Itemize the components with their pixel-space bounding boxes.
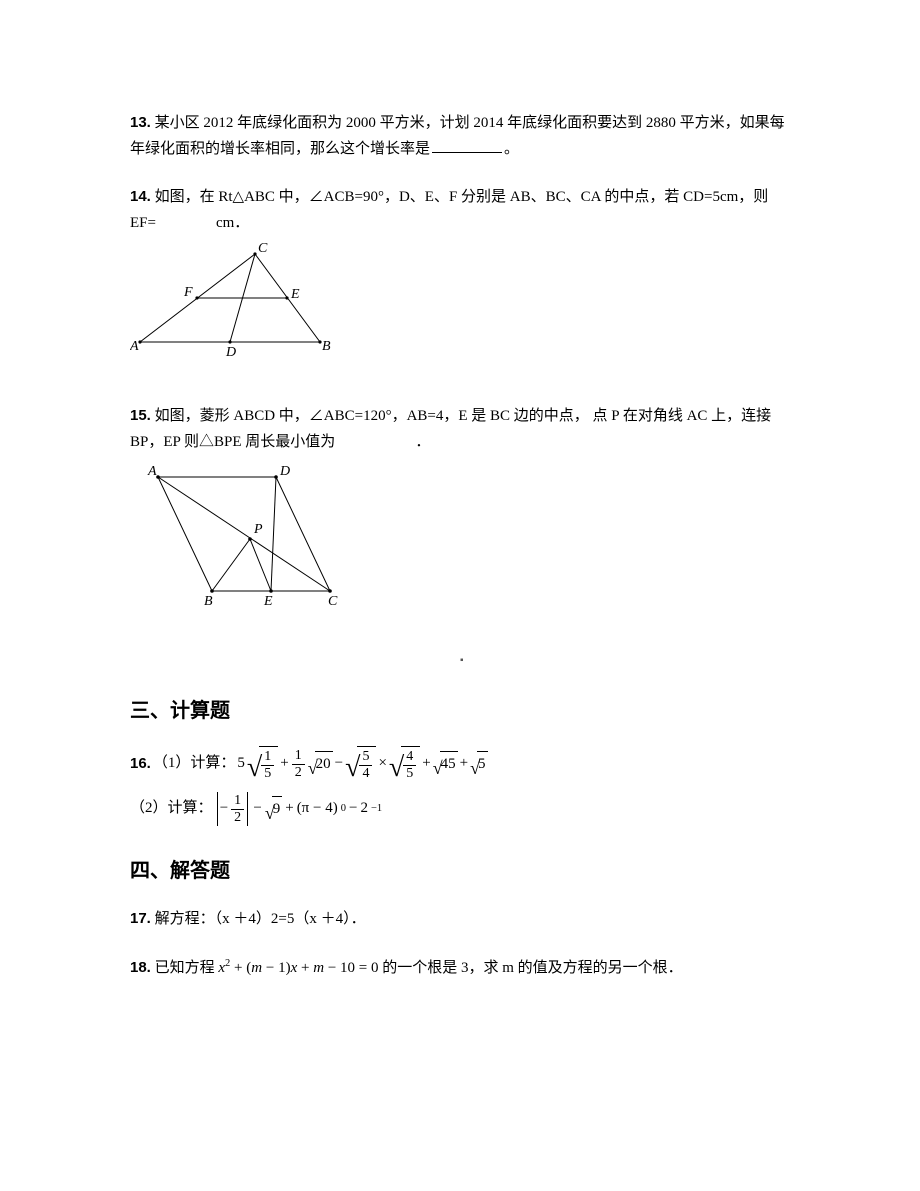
question-text-tail: 。 [504,141,519,157]
label-A: A [147,464,157,479]
question-number: 16. [130,751,151,777]
label-E: E [290,287,300,302]
center-marker: ▪ [460,652,464,669]
question-text: 解方程：（x ＋4）2=5（x ＋4）． [151,911,366,927]
question-16: 16. （1）计算： 5 √15 + 12 √20 − √54 × √45 + … [130,746,790,826]
diagram-triangle: A B C D E F [130,242,790,362]
question-18: 18. 已知方程 x2 + (m − 1)x + m − 10 = 0 的一个根… [130,955,790,982]
question-14: 14. 如图，在 Rt△ABC 中，∠ACB=90°，D、E、F 分别是 AB、… [130,184,790,381]
section-3-title: 三、计算题 [130,694,790,728]
diagram-rhombus: A D B C E P [130,461,790,611]
question-number: 17. [130,910,151,927]
part-label: （2）计算： [130,796,213,822]
label-B: B [322,339,331,354]
math-expr-2: − 12 − √9 + (π − 4)0 − 2−1 [215,792,383,826]
page: 13. 某小区 2012 年底绿化面积为 2000 平方米，计划 2014 年底… [0,0,920,1191]
label-E: E [263,594,273,609]
question-number: 18. [130,959,151,976]
label-D: D [225,345,236,360]
q16-part2: （2）计算： − 12 − √9 + (π − 4)0 − 2−1 [130,792,790,826]
label-C: C [258,242,268,256]
question-text-a: 已知方程 [151,960,219,976]
part-label: （1）计算： [153,751,236,777]
label-B: B [204,594,213,609]
q16-part1: 16. （1）计算： 5 √15 + 12 √20 − √54 × √45 + … [130,746,790,782]
question-15: 15. 如图，菱形 ABCD 中，∠ABC=120°，AB=4，E 是 BC 边… [130,403,790,630]
question-text-tail: ． [415,434,430,450]
question-number: 13. [130,114,151,131]
fill-blank[interactable] [432,138,502,153]
question-13: 13. 某小区 2012 年底绿化面积为 2000 平方米，计划 2014 年底… [130,110,790,162]
center-marker-row: ▪ [130,652,790,666]
label-D: D [279,464,290,479]
question-17: 17. 解方程：（x ＋4）2=5（x ＋4）． [130,906,790,933]
label-F: F [183,285,193,300]
diagram-watermark [200,613,790,630]
question-text-b: 的一个根是 3，求 m 的值及方程的另一个根． [378,960,682,976]
label-A: A [130,339,139,354]
question-number: 15. [130,407,151,424]
math-expr-1: 5 √15 + 12 √20 − √54 × √45 + √45 + √5 [237,746,487,782]
question-number: 14. [130,188,151,205]
section-4-title: 四、解答题 [130,854,790,888]
question-text: 如图，菱形 ABCD 中，∠ABC=120°，AB=4，E 是 BC 边的中点，… [130,408,771,450]
label-P: P [253,522,263,537]
label-C: C [328,594,338,609]
math-eq: x2 + (m − 1)x + m − 10 = 0 [218,960,378,976]
diagram-watermark [200,364,790,381]
question-text-tail: cm． [216,215,249,231]
